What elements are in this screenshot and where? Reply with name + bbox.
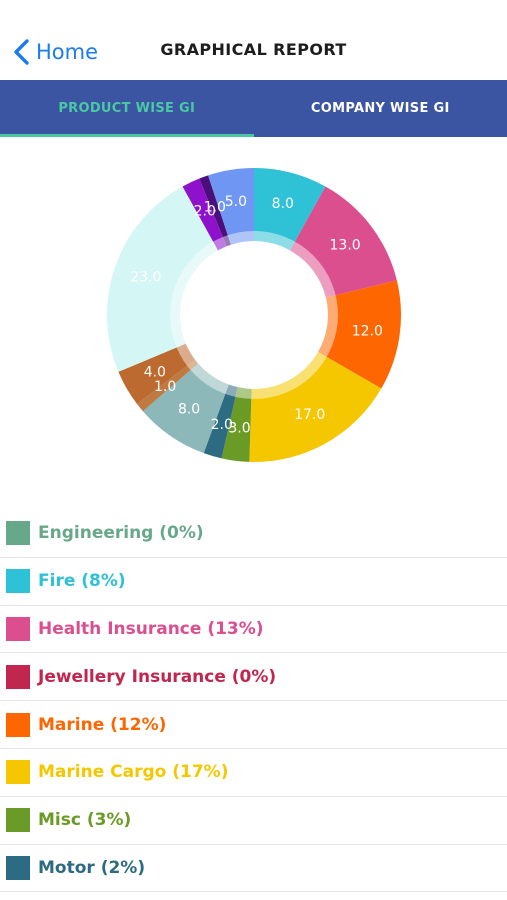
legend-swatch: [6, 569, 30, 594]
legend-label: Health Insurance (13%): [38, 618, 264, 639]
legend-item-misc[interactable]: Misc (3%): [0, 797, 507, 845]
legend-swatch: [6, 616, 30, 641]
tab-company-wise[interactable]: COMPANY WISE GI: [254, 80, 507, 137]
pie-slice[interactable]: [199, 175, 231, 247]
pie-slice[interactable]: [289, 186, 397, 298]
tab-product-wise-label: PRODUCT WISE GI: [58, 101, 196, 116]
legend-item-marine-cargo[interactable]: Marine Cargo (17%): [0, 749, 507, 797]
slice-value-label: 13.0: [330, 238, 361, 254]
slice-value-label: 8.0: [272, 196, 294, 212]
donut-chart-area: 8.0 13.0 12.0 17.0 3.0 2.0 8.0 1.0 4.0 23.0 2.0 1.0…: [0, 137, 507, 507]
legend-item-motor[interactable]: Motor (2%): [0, 845, 507, 893]
donut-chart: 8.013.012.017.03.02.08.01.04.023.02.01.0…: [106, 168, 401, 462]
slice-value-label: 4.0: [144, 364, 166, 380]
legend-swatch: [6, 760, 30, 785]
pie-slice[interactable]: [118, 343, 196, 405]
pie-slice[interactable]: [249, 352, 382, 462]
pie-slice[interactable]: [318, 280, 401, 389]
legend-item-health-insurance[interactable]: Health Insurance (13%): [0, 606, 507, 654]
legend-item-engineering[interactable]: Engineering (0%): [0, 510, 507, 558]
legend-label: Marine (12%): [38, 714, 167, 735]
pie-slice[interactable]: [208, 168, 254, 245]
page-title: GRAPHICAL REPORT: [160, 40, 347, 59]
pie-slice[interactable]: [254, 168, 326, 251]
legend-label: Engineering (0%): [38, 523, 204, 544]
legend-swatch: [6, 712, 30, 737]
back-label: Home: [36, 40, 99, 64]
pie-slice[interactable]: [182, 178, 227, 251]
legend-label: Misc (3%): [38, 810, 132, 831]
navigation-bar: Home GRAPHICAL REPORT: [0, 0, 507, 80]
legend-swatch: [6, 808, 30, 833]
legend-swatch: [6, 664, 30, 689]
tab-company-wise-label: COMPANY WISE GI: [310, 101, 450, 116]
legend-item-jewellery-insurance[interactable]: Jewellery Insurance (0%): [0, 653, 507, 702]
pie-slice[interactable]: [137, 359, 199, 412]
chevron-left-icon: [14, 39, 29, 65]
pie-slice[interactable]: [142, 363, 229, 454]
legend-item-fire[interactable]: Fire (8%): [0, 558, 507, 606]
slice-value-label: 12.0: [352, 323, 383, 339]
slice-value-label: 23.0: [130, 270, 161, 286]
chart-legend: Engineering (0%) Fire (8%) Health Insura…: [0, 510, 507, 893]
legend-label: Jewellery Insurance (0%): [38, 666, 277, 687]
tab-bar: PRODUCT WISE GI COMPANY WISE GI: [0, 80, 507, 137]
active-tab-indicator: [0, 134, 254, 137]
legend-swatch: [6, 855, 30, 880]
slice-value-label: 2.0: [194, 204, 216, 220]
legend-label: Motor (2%): [38, 857, 146, 878]
slice-value-label: 1.0: [204, 199, 226, 215]
slice-value-label: 2.0: [211, 417, 233, 433]
legend-label: Fire (8%): [38, 571, 126, 592]
pie-slice[interactable]: [221, 387, 252, 462]
slice-value-label: 17.0: [294, 407, 325, 423]
legend-swatch: [6, 521, 30, 546]
pie-slice[interactable]: [106, 186, 219, 372]
tab-product-wise[interactable]: PRODUCT WISE GI: [0, 80, 254, 137]
slice-value-label: 1.0: [154, 379, 176, 395]
slice-value-label: 8.0: [178, 401, 200, 417]
slice-value-label: 3.0: [228, 421, 250, 437]
back-button[interactable]: Home: [10, 36, 98, 68]
legend-item-marine[interactable]: Marine (12%): [0, 701, 507, 749]
pie-slice[interactable]: [203, 384, 238, 459]
donut-inner-ring: [170, 231, 338, 399]
legend-label: Marine Cargo (17%): [38, 762, 229, 783]
slice-value-label: 5.0: [225, 194, 247, 210]
